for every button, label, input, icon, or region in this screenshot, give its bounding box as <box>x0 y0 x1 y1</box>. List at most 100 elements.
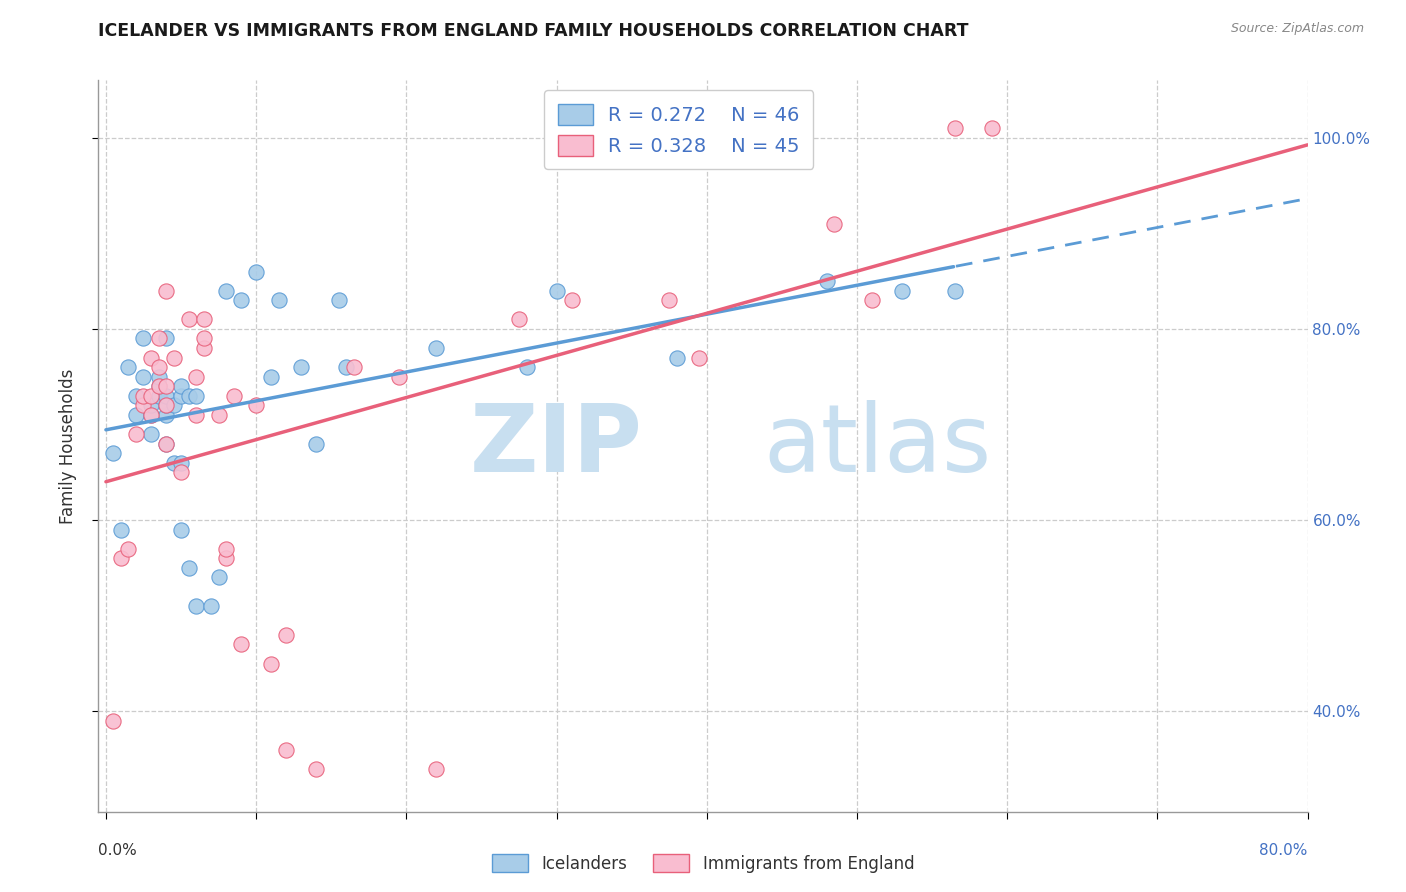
Point <box>658 293 681 308</box>
Point <box>229 293 252 308</box>
Point <box>125 427 148 442</box>
Point <box>177 561 200 575</box>
Point <box>193 312 215 326</box>
Point <box>148 379 170 393</box>
Point <box>328 293 350 308</box>
Point <box>148 331 170 345</box>
Text: atlas: atlas <box>763 400 991 492</box>
Point <box>215 551 238 566</box>
Point <box>267 293 290 308</box>
Legend: R = 0.272    N = 46, R = 0.328    N = 45: R = 0.272 N = 46, R = 0.328 N = 45 <box>544 90 814 169</box>
Point <box>139 389 162 403</box>
Point <box>305 436 328 450</box>
Point <box>290 360 312 375</box>
Point <box>125 389 148 403</box>
Point <box>388 369 411 384</box>
Text: 80.0%: 80.0% <box>1260 843 1308 858</box>
Point <box>665 351 688 365</box>
Point <box>170 465 193 479</box>
Point <box>155 398 177 412</box>
Text: ZIP: ZIP <box>470 400 643 492</box>
Text: 0.0%: 0.0% <box>98 843 138 858</box>
Point <box>148 389 170 403</box>
Point <box>425 341 447 355</box>
Point <box>139 408 162 422</box>
Point <box>155 436 177 450</box>
Point <box>207 408 229 422</box>
Point <box>823 217 845 231</box>
Point <box>260 657 283 671</box>
Point <box>229 637 252 651</box>
Point <box>891 284 914 298</box>
Point <box>117 360 139 375</box>
Y-axis label: Family Households: Family Households <box>59 368 77 524</box>
Point <box>103 446 125 460</box>
Legend: Icelanders, Immigrants from England: Icelanders, Immigrants from England <box>485 847 921 880</box>
Point <box>343 360 366 375</box>
Point <box>276 742 298 756</box>
Point <box>132 389 155 403</box>
Point <box>200 599 222 614</box>
Point <box>139 427 162 442</box>
Point <box>815 274 838 288</box>
Point <box>170 523 193 537</box>
Point <box>177 312 200 326</box>
Point <box>184 599 207 614</box>
Point <box>193 341 215 355</box>
Point <box>425 762 447 776</box>
Point <box>508 312 530 326</box>
Point <box>117 541 139 556</box>
Point <box>943 121 966 136</box>
Point <box>139 351 162 365</box>
Point <box>155 389 177 403</box>
Point <box>155 331 177 345</box>
Point <box>184 369 207 384</box>
Text: Source: ZipAtlas.com: Source: ZipAtlas.com <box>1230 22 1364 36</box>
Point <box>148 379 170 393</box>
Point <box>155 408 177 422</box>
Text: ICELANDER VS IMMIGRANTS FROM ENGLAND FAMILY HOUSEHOLDS CORRELATION CHART: ICELANDER VS IMMIGRANTS FROM ENGLAND FAM… <box>98 22 969 40</box>
Point <box>276 628 298 642</box>
Point <box>688 351 710 365</box>
Point <box>155 398 177 412</box>
Point <box>860 293 883 308</box>
Point <box>132 369 155 384</box>
Point <box>177 389 200 403</box>
Point <box>981 121 1004 136</box>
Point <box>155 436 177 450</box>
Point <box>155 379 177 393</box>
Point <box>305 762 328 776</box>
Point <box>245 264 267 278</box>
Point <box>162 456 184 470</box>
Point <box>215 541 238 556</box>
Point <box>148 360 170 375</box>
Point <box>162 398 184 412</box>
Point <box>335 360 357 375</box>
Point <box>207 570 229 584</box>
Point <box>215 284 238 298</box>
Point <box>125 408 148 422</box>
Point <box>139 398 162 412</box>
Point <box>184 408 207 422</box>
Point <box>943 284 966 298</box>
Point <box>515 360 537 375</box>
Point <box>193 331 215 345</box>
Point <box>110 523 132 537</box>
Point <box>110 551 132 566</box>
Point <box>170 389 193 403</box>
Point <box>184 389 207 403</box>
Point <box>103 714 125 728</box>
Point <box>148 369 170 384</box>
Point <box>561 293 583 308</box>
Point <box>132 331 155 345</box>
Point <box>170 379 193 393</box>
Point <box>170 456 193 470</box>
Point <box>260 369 283 384</box>
Point <box>162 351 184 365</box>
Point <box>139 408 162 422</box>
Point <box>222 389 245 403</box>
Point <box>245 398 267 412</box>
Point <box>155 284 177 298</box>
Point <box>132 398 155 412</box>
Point <box>546 284 568 298</box>
